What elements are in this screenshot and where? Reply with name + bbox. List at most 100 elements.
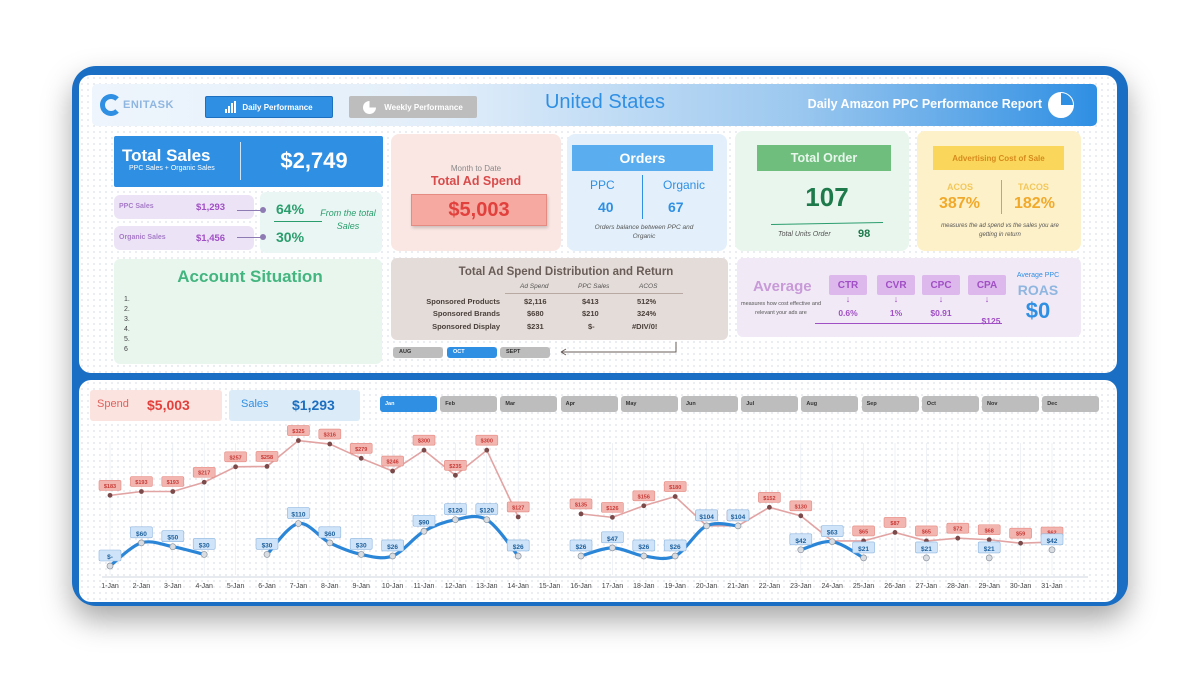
spend-data-label-box	[663, 481, 687, 492]
x-tick-label: 17-Jan	[602, 583, 624, 590]
spend-data-label: $65	[922, 529, 931, 535]
spend-data-label: $59	[1016, 532, 1025, 538]
logo-icon	[100, 94, 122, 116]
sales-data-label-box	[287, 507, 310, 519]
sales-data-label: $120	[480, 508, 495, 515]
sales-point	[671, 552, 679, 560]
month-button-sept[interactable]: SEPT	[500, 347, 550, 358]
tab-daily-performance[interactable]: Daily Performance	[205, 96, 333, 118]
month-tab-may[interactable]: May	[620, 396, 678, 412]
x-tick-label: 7-Jan	[290, 583, 308, 590]
spend-data-label-box	[1009, 527, 1032, 539]
month-tab-feb[interactable]: Feb	[440, 396, 498, 412]
spend-data-label: $87	[890, 521, 899, 527]
sales-data-label-box	[381, 539, 404, 552]
month-tab-nov[interactable]: Nov	[982, 396, 1039, 412]
arrow-down-icon: ↓	[938, 294, 944, 304]
month-tab-dec[interactable]: Dec	[1042, 396, 1100, 412]
month-tab-mar[interactable]: Mar	[500, 396, 558, 412]
spend-data-label: $325	[292, 429, 304, 435]
spend-summary-value: $5,003	[147, 397, 190, 413]
spend-data-label: $246	[386, 460, 398, 466]
spend-point	[641, 503, 647, 509]
acos-note: measures the ad spend vs the sales you a…	[941, 223, 1059, 238]
account-item: 4.	[124, 326, 130, 333]
roas-title: ROAS	[1017, 282, 1059, 298]
tab-weekly-performance[interactable]: Weekly Performance	[349, 96, 477, 118]
sales-point	[640, 552, 648, 560]
sales-point	[734, 522, 742, 530]
spend-data-label: $135	[575, 502, 587, 508]
sales-data-label: $110	[291, 512, 305, 519]
spend-data-label-box	[883, 517, 907, 528]
spend-data-label-box	[130, 476, 153, 487]
dist-row-sales: $-	[588, 322, 595, 331]
sales-data-label: $21	[984, 546, 995, 553]
sales-data-label-box	[161, 530, 185, 542]
organic-sales-label: Organic Sales	[119, 234, 166, 241]
spend-data-label-box	[506, 501, 530, 513]
month-tab-oct[interactable]: Oct	[921, 396, 979, 412]
spend-data-label: $68	[985, 528, 994, 534]
acos-value: 387%	[939, 195, 980, 212]
month-button-oct[interactable]: OCT	[447, 347, 497, 358]
spend-data-label-box	[255, 451, 279, 462]
x-tick-label: 18-Jan	[633, 583, 655, 590]
total-sales-divider	[240, 142, 241, 180]
spend-point	[484, 447, 490, 453]
sales-point	[106, 562, 114, 570]
spend-data-label-box	[192, 466, 216, 478]
spend-point	[986, 537, 992, 543]
metric-cvr-value: 1%	[889, 308, 903, 318]
spend-data-label-box	[632, 490, 656, 502]
month-tab-jul[interactable]: Jul	[741, 396, 799, 412]
x-tick-label: 6-Jan	[258, 583, 276, 590]
month-tab-apr[interactable]: Apr	[560, 396, 618, 412]
month-button-aug[interactable]: AUG	[393, 347, 443, 358]
ad-spend-value-box: $5,003	[411, 194, 547, 226]
spend-point	[767, 504, 772, 510]
x-tick-label: 20-Jan	[696, 583, 718, 590]
spend-point	[421, 447, 427, 453]
account-list: 1. 2. 3. 4. 5. 6	[124, 295, 130, 355]
acos-label: ACOS	[947, 182, 974, 192]
spend-data-label: $235	[449, 464, 461, 470]
dist-row-acos: #DIV/0!	[632, 322, 658, 331]
spend-point	[1018, 540, 1023, 546]
account-item: 6	[124, 346, 128, 353]
sales-point	[1048, 546, 1056, 554]
x-tick-label: 19-Jan	[664, 583, 686, 590]
total-sales-card	[114, 136, 383, 187]
sales-point	[263, 551, 271, 558]
sales-point	[828, 538, 836, 546]
spend-data-label-box	[444, 459, 467, 471]
ppc-connector	[237, 210, 263, 211]
x-tick-label: 15-Jan	[539, 583, 561, 590]
sales-data-label: $120	[448, 508, 463, 515]
sales-data-label: $50	[167, 535, 178, 542]
sales-data-label-box	[695, 509, 718, 522]
sales-data-label: $26	[638, 544, 649, 551]
month-tab-jun[interactable]: Jun	[681, 396, 738, 412]
spend-data-label: $126	[606, 506, 618, 512]
spend-data-label: $156	[638, 494, 650, 500]
orders-title-box: Orders	[572, 145, 713, 171]
sales-share-card	[260, 192, 382, 253]
month-tab-aug[interactable]: Aug	[801, 396, 859, 412]
arrow-down-icon: ↓	[893, 294, 899, 304]
spend-point	[798, 513, 804, 519]
month-tab-sep[interactable]: Sep	[861, 396, 919, 412]
dist-row-acos: 512%	[637, 297, 657, 306]
sales-data-label: $30	[356, 542, 367, 549]
spend-data-label: $316	[324, 433, 336, 439]
month-tab-jan[interactable]: Jan	[380, 396, 437, 412]
metric-cvr-label: CVR	[877, 275, 915, 295]
sales-point	[860, 554, 867, 562]
dist-row-spend: $231	[527, 322, 544, 331]
country-title: United States	[544, 91, 666, 113]
spend-data-label-box	[287, 425, 310, 436]
orders-ppc-label: PPC	[590, 178, 615, 192]
spend-summary-label: Spend	[97, 398, 129, 410]
orders-organic-label: Organic	[663, 178, 706, 192]
x-tick-label: 28-Jan	[947, 583, 969, 590]
